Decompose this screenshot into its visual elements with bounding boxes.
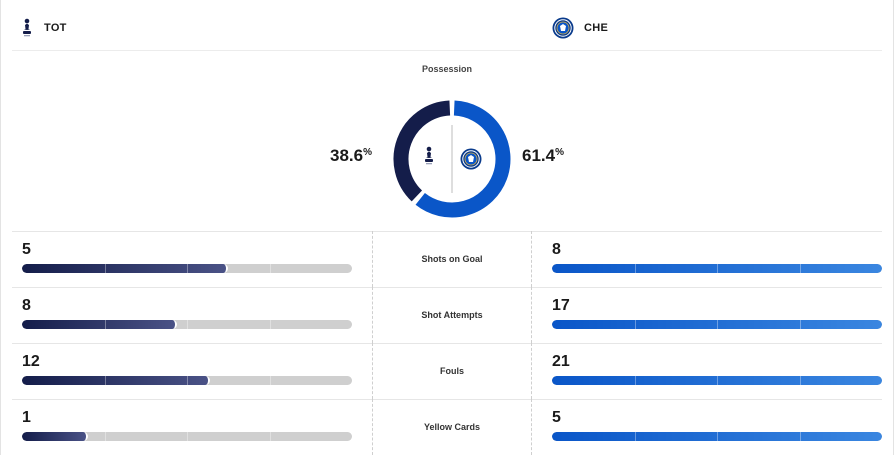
stat-label-cell: Fouls — [372, 343, 532, 399]
stat-label-cell: Shots on Goal — [372, 231, 532, 287]
away-stat-bar — [552, 376, 882, 385]
home-stat-value: 1 — [22, 409, 31, 426]
tottenham-crest-icon — [23, 18, 31, 37]
away-stat-bar-fill — [552, 432, 882, 441]
stat-row-fouls: 12 Fouls 21 — [0, 343, 894, 399]
away-stat-bar — [552, 432, 882, 441]
stat-label: Fouls — [440, 366, 464, 376]
away-stat-bar-fill — [552, 264, 882, 273]
row-divider — [12, 231, 882, 232]
away-possession-value: 61.4% — [522, 146, 564, 165]
away-stat-value: 17 — [552, 297, 570, 314]
home-stat-bar — [22, 376, 352, 385]
home-possession-value: 38.6% — [330, 146, 372, 165]
stat-label: Shot Attempts — [421, 310, 483, 320]
home-stat-value: 12 — [22, 353, 40, 370]
donut-tottenham-crest-icon — [425, 146, 433, 165]
away-team-abbr: CHE — [584, 22, 609, 34]
home-stat-bar — [22, 432, 352, 441]
away-team-header: CHE — [552, 0, 608, 56]
stat-label-cell: Yellow Cards — [372, 399, 532, 455]
away-stat-value: 5 — [552, 409, 561, 426]
home-team-header: TOT — [20, 0, 67, 56]
home-stat-bar-fill — [22, 264, 271, 273]
home-stat-value: 8 — [22, 297, 31, 314]
home-stat-bar — [22, 320, 352, 329]
row-divider — [12, 343, 882, 344]
row-divider — [12, 399, 882, 400]
stat-label: Yellow Cards — [423, 422, 481, 432]
home-team-abbr: TOT — [44, 22, 67, 34]
row-divider — [12, 287, 882, 288]
home-possession-arc — [393, 100, 451, 202]
away-stat-value: 21 — [552, 353, 570, 370]
header-divider — [12, 50, 882, 51]
stat-row-shots-on-goal: 5 Shots on Goal 8 — [0, 231, 894, 287]
home-stat-bar — [22, 264, 352, 273]
stat-row-shot-attempts: 8 Shot Attempts 17 — [0, 287, 894, 343]
possession-label: Possession — [421, 64, 473, 74]
away-stat-bar — [552, 320, 882, 329]
possession-donut-chart — [393, 100, 511, 218]
stat-label-cell: Shot Attempts — [372, 287, 532, 343]
home-stat-bar-fill — [22, 376, 271, 385]
donut-chelsea-crest-icon — [460, 148, 482, 170]
chelsea-crest-icon — [552, 17, 574, 39]
stat-label: Shots on Goal — [421, 254, 483, 264]
away-possession-arc — [415, 100, 511, 218]
away-stat-bar-fill — [552, 376, 882, 385]
stat-row-yellow-cards: 1 Yellow Cards 5 — [0, 399, 894, 455]
home-stat-value: 5 — [22, 241, 31, 258]
away-stat-bar-fill — [552, 320, 882, 329]
away-stat-bar — [552, 264, 882, 273]
away-stat-value: 8 — [552, 241, 561, 258]
home-stat-bar-fill — [22, 432, 271, 441]
home-stat-bar-fill — [22, 320, 271, 329]
